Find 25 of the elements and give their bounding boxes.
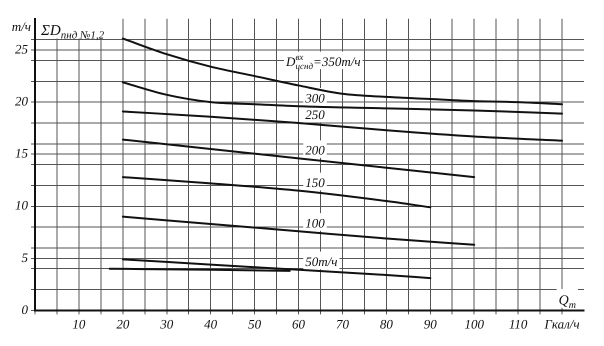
y-tick-label: 15 bbox=[15, 146, 28, 161]
y-tick-label: 20 bbox=[15, 94, 28, 109]
y-tick-label: 10 bbox=[15, 198, 28, 213]
x-tick-label: 30 bbox=[159, 316, 174, 332]
x-tick-label: 70 bbox=[336, 316, 350, 332]
y-tick-label: 0 bbox=[22, 302, 28, 317]
series-label: 150 bbox=[305, 174, 326, 190]
series-label: 100 bbox=[305, 215, 326, 230]
series-label: 50т/ч bbox=[305, 254, 338, 269]
x-tick-label: 10 bbox=[72, 316, 86, 332]
y-tick-label: 25 bbox=[15, 41, 28, 56]
x-tick-label: 50 bbox=[248, 316, 262, 332]
series-label: 300 bbox=[304, 90, 326, 106]
y-axis-title: т/ч bbox=[12, 18, 31, 34]
series-label: 250 bbox=[305, 107, 326, 122]
x-tick-label: 20 bbox=[116, 316, 130, 332]
x-tick-label: 40 bbox=[204, 316, 218, 332]
x-tick-label: 90 bbox=[424, 316, 438, 332]
series-label: 200 bbox=[305, 142, 326, 158]
x-tick-label: 110 bbox=[508, 316, 528, 332]
x-tick-label: 100 bbox=[464, 316, 484, 332]
x-tick-label: 80 bbox=[380, 316, 394, 332]
x-tick-label: Гкал/ч bbox=[543, 316, 580, 332]
y-tick-label: 5 bbox=[22, 250, 28, 265]
x-tick-label: 60 bbox=[292, 316, 306, 332]
